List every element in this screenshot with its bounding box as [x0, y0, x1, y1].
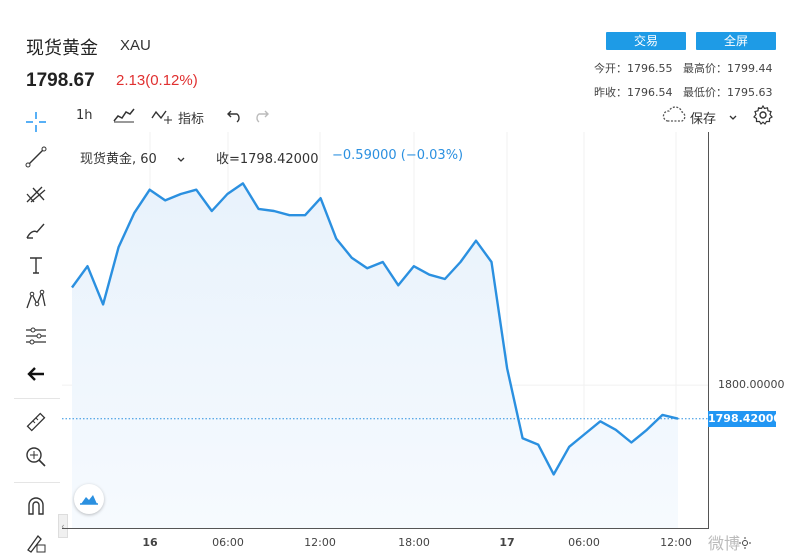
undo-icon[interactable]: [226, 107, 244, 128]
open-stat: 今开：1796.55: [594, 62, 673, 75]
interval-selector[interactable]: 1h: [76, 108, 93, 123]
legend-close: 收=1798.42000: [216, 152, 319, 167]
measure-tool-icon[interactable]: [22, 322, 50, 350]
price-change: 2.13(0.12%): [116, 72, 198, 89]
low-stat: 最低价：1795.63: [683, 86, 773, 99]
x-tick-label: 12:00: [304, 536, 336, 549]
instrument-symbol: XAU: [120, 37, 151, 54]
chart-type-icon[interactable]: [112, 106, 136, 129]
chevron-down-icon[interactable]: [728, 110, 738, 128]
gear-icon[interactable]: [752, 104, 774, 131]
pattern-tool-icon[interactable]: [22, 286, 50, 314]
chart-logo-icon[interactable]: [74, 484, 104, 514]
watermark: 微博: [708, 534, 741, 553]
price-area-fill: [72, 183, 678, 528]
ruler-icon[interactable]: [22, 408, 50, 436]
indicators-icon[interactable]: [150, 106, 174, 131]
toolbar-divider: [14, 398, 60, 399]
prev-close-stat: 昨收：1796.54: [594, 86, 673, 99]
x-tick-label: 16: [142, 536, 158, 549]
x-tick-label: 06:00: [568, 536, 600, 549]
x-tick-label: 12:00: [660, 536, 692, 549]
price-axis-border: [708, 132, 709, 528]
legend-name: 现货黄金, 60: [80, 152, 157, 167]
collapse-toolbar-handle[interactable]: ‹: [58, 514, 68, 538]
toolbar-divider: [14, 482, 60, 483]
crosshair-icon[interactable]: [22, 108, 50, 136]
high-stat: 最高价：1799.44: [683, 62, 773, 75]
price-line: [71, 182, 679, 476]
text-tool-icon[interactable]: [22, 251, 50, 279]
x-tick-label: 17: [499, 536, 515, 549]
x-tick-label: 18:00: [398, 536, 430, 549]
cloud-icon[interactable]: [662, 106, 688, 129]
fib-tool-icon[interactable]: [22, 180, 50, 208]
settings-small-icon[interactable]: [738, 536, 752, 555]
redo-icon[interactable]: [252, 107, 270, 128]
price-chart[interactable]: [62, 132, 708, 528]
time-axis-border: [62, 528, 709, 529]
trade-button[interactable]: 交易: [606, 32, 686, 50]
last-price-tag: 1798.42000: [708, 410, 782, 427]
fullscreen-button[interactable]: 全屏: [696, 32, 776, 50]
current-price: 1798.67: [26, 70, 95, 91]
indicators-button[interactable]: 指标: [178, 112, 205, 127]
magnet-icon[interactable]: [22, 492, 50, 520]
x-tick-label: 06:00: [212, 536, 244, 549]
zoom-in-icon[interactable]: [22, 443, 50, 471]
lock-drawing-icon[interactable]: [22, 528, 50, 556]
legend-change: −0.59000 (−0.03%): [332, 148, 464, 163]
arrow-left-icon[interactable]: [22, 360, 50, 388]
y-tick-label: 1800.00000: [718, 378, 785, 392]
instrument-title: 现货黄金: [26, 38, 98, 59]
trend-line-icon[interactable]: [22, 143, 50, 171]
brush-icon[interactable]: [22, 216, 50, 244]
chevron-down-icon[interactable]: [176, 152, 186, 170]
save-button[interactable]: 保存: [690, 112, 717, 127]
